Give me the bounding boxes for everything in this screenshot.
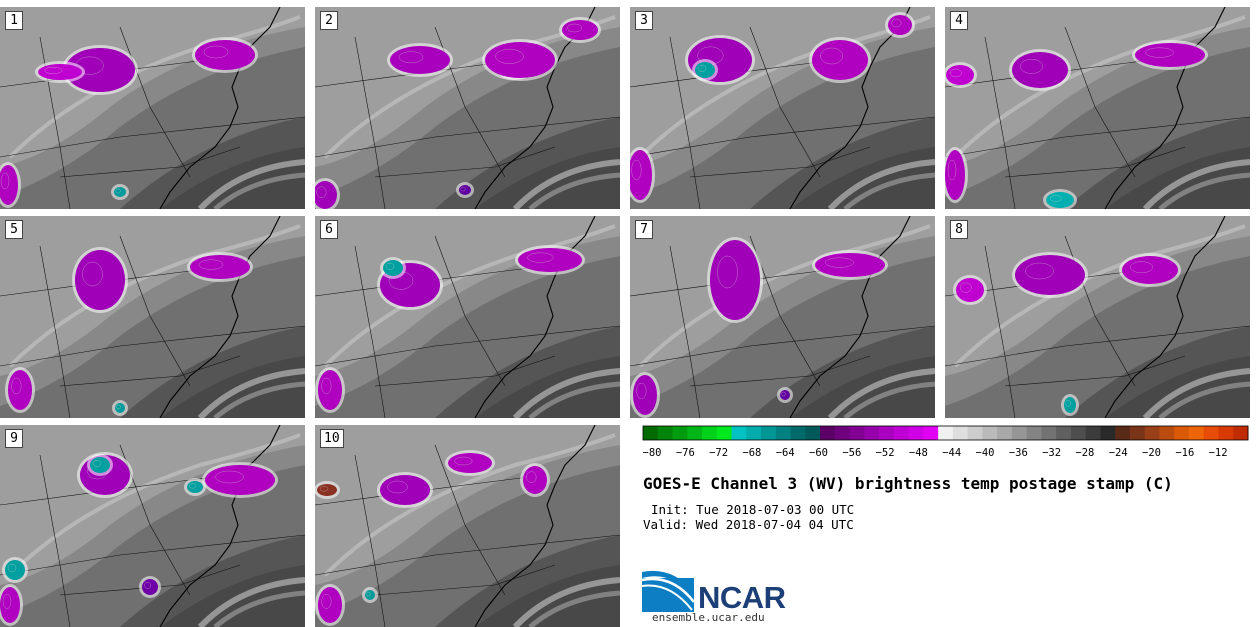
colorbar-swatch: [790, 426, 806, 440]
ncar-logo-icon: [642, 570, 695, 612]
colorbar-swatch: [879, 426, 895, 440]
colorbar-tick-label: −76: [676, 447, 695, 459]
colorbar-swatch: [1129, 426, 1146, 440]
colorbar-swatch: [864, 426, 880, 440]
colorbar-tick-label: −48: [909, 447, 928, 459]
colorbar-tick-label: −40: [976, 447, 995, 459]
colorbar-tick-label: −36: [1009, 447, 1028, 459]
colorbar-swatch: [1056, 426, 1072, 440]
stamp-number-6: 6: [320, 220, 338, 239]
colorbar-tick-label: −68: [742, 447, 761, 459]
stamp-panel-2: 2: [315, 7, 620, 209]
stamp-panel-7: 7: [630, 216, 935, 418]
colorbar-swatch: [731, 426, 747, 440]
colorbar-swatch: [1159, 426, 1175, 440]
colorbar-swatch: [997, 426, 1013, 440]
colorbar-tick-label: −32: [1042, 447, 1061, 459]
stamp-panel-8: 8: [945, 216, 1250, 418]
colorbar-swatch: [1026, 426, 1042, 440]
init-time: Init: Tue 2018-07-03 00 UTC: [651, 502, 855, 517]
colorbar-swatch: [687, 426, 703, 440]
stamp-number-4: 4: [950, 11, 968, 30]
colorbar-swatch: [761, 426, 777, 440]
stamp-number-1: 1: [5, 11, 23, 30]
colorbar-swatch: [657, 426, 674, 440]
valid-time: Valid: Wed 2018-07-04 04 UTC: [643, 517, 854, 532]
ncar-logo-text: NCAR: [698, 580, 786, 615]
colorbar-swatch: [746, 426, 762, 440]
stamp-map-2: [315, 7, 620, 209]
stamp-panel-6: 6: [315, 216, 620, 418]
colorbar-swatch: [967, 426, 983, 440]
stamp-map-7: [630, 216, 935, 418]
colorbar-tick-label: −64: [776, 447, 795, 459]
stamp-panel-5: 5: [0, 216, 305, 418]
stamp-panel-9: 9: [0, 425, 305, 627]
colorbar-tick-label: −56: [842, 447, 861, 459]
colorbar-tick-label: −80: [643, 447, 662, 459]
colorbar-swatch: [1011, 426, 1028, 440]
colorbar-tick-label: −20: [1142, 447, 1161, 459]
colorbar-swatch: [1174, 426, 1190, 440]
colorbar-swatch: [1070, 426, 1087, 440]
colorbar-swatch: [849, 426, 865, 440]
stamp-map-3: [630, 7, 935, 209]
colorbar-tick-label: −52: [876, 447, 895, 459]
colorbar-swatch: [908, 426, 924, 440]
colorbar-swatch: [982, 426, 998, 440]
colorbar-tick-label: −28: [1075, 447, 1094, 459]
colorbar-tick-label: −44: [942, 447, 961, 459]
colorbar-swatch: [938, 426, 954, 440]
colorbar-swatch: [1144, 426, 1160, 440]
page-title: GOES-E Channel 3 (WV) brightness temp po…: [643, 474, 1173, 493]
colorbar-swatch: [1203, 426, 1219, 440]
colorbar-swatch: [952, 426, 969, 440]
stamp-number-3: 3: [635, 11, 653, 30]
colorbar-swatch: [1100, 426, 1116, 440]
stamp-map-1: [0, 7, 305, 209]
colorbar-swatch: [820, 426, 836, 440]
stamp-map-4: [945, 7, 1250, 209]
colorbar-tick-label: −24: [1109, 447, 1128, 459]
stamp-map-10: [315, 425, 620, 627]
colorbar-tick-label: −72: [709, 447, 728, 459]
colorbar-swatch: [1233, 426, 1249, 440]
colorbar-tick-label: −12: [1209, 447, 1228, 459]
stamp-number-5: 5: [5, 220, 23, 239]
stamp-number-7: 7: [635, 220, 653, 239]
colorbar-swatch: [672, 426, 688, 440]
colorbar-swatch: [716, 426, 733, 440]
colorbar-swatch: [702, 426, 718, 440]
colorbar-tick-label: −16: [1175, 447, 1194, 459]
colorbar-swatch: [1188, 426, 1205, 440]
stamp-panel-10: 10: [315, 425, 620, 627]
colorbar-swatch: [1115, 426, 1131, 440]
colorbar-swatch: [923, 426, 939, 440]
stamp-map-5: [0, 216, 305, 418]
stamp-map-9: [0, 425, 305, 627]
colorbar-swatch: [1085, 426, 1101, 440]
colorbar: −80 −76 −72 −68 −64 −60 −56 −52 −48 −44 −40 −36 −32 −…: [643, 425, 1249, 459]
colorbar-swatch: [775, 426, 792, 440]
website-url: ensemble.ucar.edu: [652, 611, 765, 624]
colorbar-swatch: [1041, 426, 1057, 440]
colorbar-swatch: [643, 426, 659, 440]
stamp-number-2: 2: [320, 11, 338, 30]
stamp-number-10: 10: [320, 429, 344, 448]
colorbar-swatch: [805, 426, 821, 440]
stamp-panel-4: 4: [945, 7, 1250, 209]
stamp-panel-1: 1: [0, 7, 305, 209]
colorbar-tick-label: −60: [809, 447, 828, 459]
colorbar-swatch: [1218, 426, 1234, 440]
stamp-panel-3: 3: [630, 7, 935, 209]
stamp-number-9: 9: [5, 429, 23, 448]
stamp-number-8: 8: [950, 220, 968, 239]
stamp-map-6: [315, 216, 620, 418]
colorbar-swatch: [834, 426, 851, 440]
stamp-map-8: [945, 216, 1250, 418]
colorbar-swatch: [893, 426, 910, 440]
